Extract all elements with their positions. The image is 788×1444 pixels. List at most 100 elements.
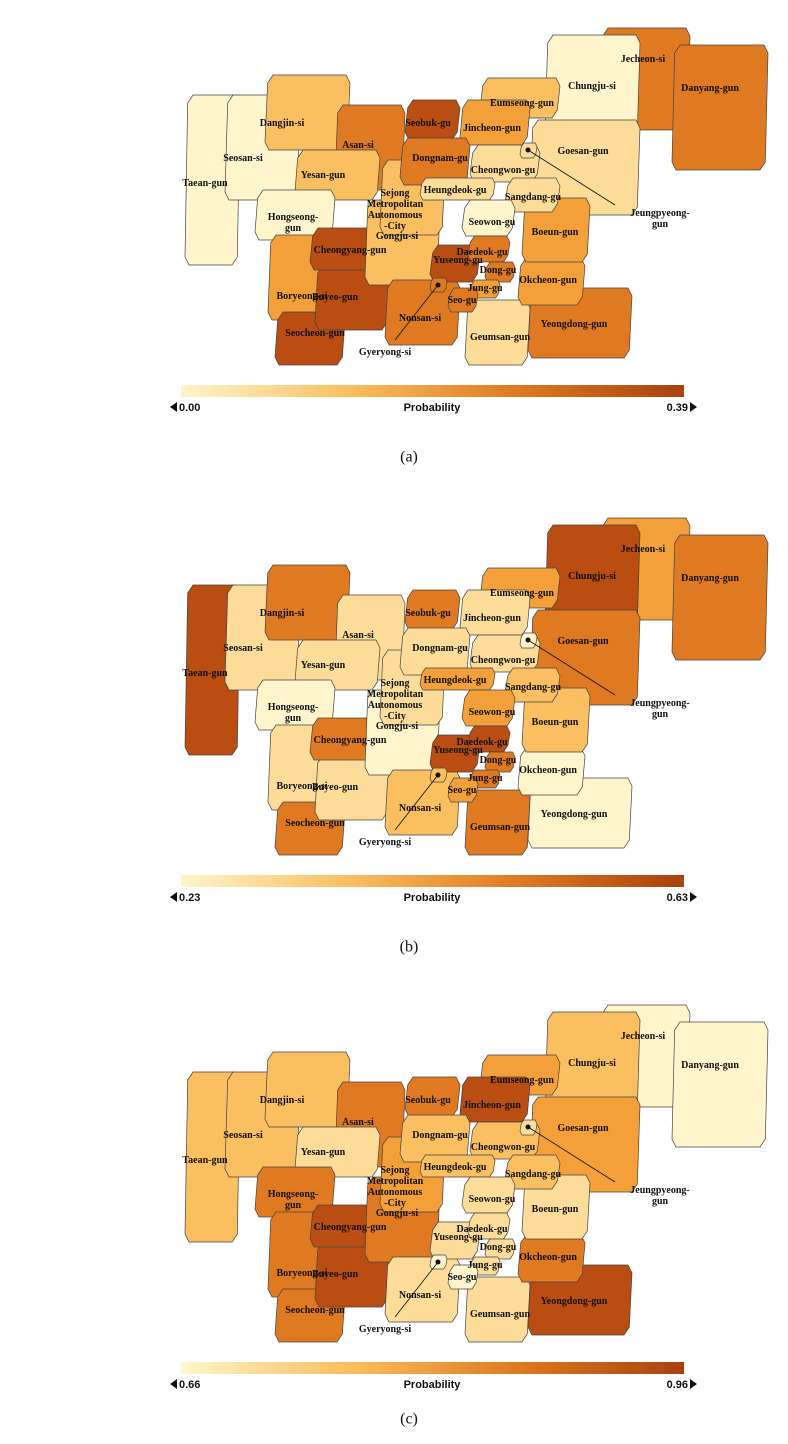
- region-label-line: Geumsan-gun: [470, 332, 530, 343]
- region-label-line: Goesan-gun: [557, 636, 609, 647]
- region-label-line: Eumseong-gun: [490, 588, 554, 599]
- region-label-line: Seosan-si: [223, 153, 263, 164]
- region-label-line: gun: [285, 713, 302, 724]
- region-label-line: Dong-gu: [480, 755, 517, 766]
- caption: (b): [400, 939, 419, 956]
- region-label: Daedeok-gu: [456, 247, 508, 258]
- region-label: Taean-gun: [182, 668, 228, 679]
- region-label-line: Yeongdong-gun: [541, 809, 608, 820]
- region-label-line: Autonomous: [368, 210, 423, 221]
- region-label: Heungdeok-gu: [424, 675, 487, 686]
- region-label-line: gun: [652, 709, 669, 720]
- arrow-right: [690, 1379, 697, 1389]
- region-label: Seowon-gu: [469, 707, 516, 718]
- region: [294, 149, 381, 201]
- region: [671, 1021, 769, 1148]
- region-label: Jeungpyeong-gun: [630, 698, 689, 720]
- leader-dot: [435, 772, 441, 778]
- region-label: Asan-si: [342, 140, 374, 151]
- region-label: Buyeo-gun: [312, 782, 359, 793]
- region-label-line: Seo-gu: [448, 1272, 477, 1283]
- region-label: Seosan-si: [223, 643, 263, 654]
- region-label: Seowon-gu: [469, 217, 516, 228]
- region-label-line: Cheongwon-gu: [471, 655, 536, 666]
- region-label-line: Sangdang-gu: [505, 1169, 562, 1180]
- colorbar-max: 0.63: [667, 892, 688, 904]
- region: [504, 177, 561, 213]
- region-label: Jung-gu: [467, 283, 502, 294]
- region-label-line: Sejong: [381, 1165, 410, 1176]
- region-label: Sangdang-gu: [505, 192, 562, 203]
- region-label-line: Boeun-gun: [532, 227, 579, 238]
- region-label-line: Heungdeok-gu: [424, 185, 487, 196]
- region-label: Daedeok-gu: [456, 737, 508, 748]
- map: [184, 1004, 769, 1343]
- region-label-line: Dangjin-si: [260, 1095, 305, 1106]
- region-label-line: Jincheon-gun: [463, 613, 521, 624]
- region-label: Jeungpyeong-gun: [630, 1185, 689, 1207]
- region: [527, 777, 633, 849]
- colorbar: [181, 385, 684, 397]
- region-label: Jeungpyeong-gun: [630, 208, 689, 230]
- region-label: Yesan-gun: [301, 660, 346, 671]
- region-label: Sangdang-gu: [505, 1169, 562, 1180]
- region-label: Boeun-gun: [532, 1204, 579, 1215]
- region-label: Okcheon-gun: [519, 765, 577, 776]
- region-label: Yuseong-gu: [433, 745, 483, 756]
- leader-line: [527, 149, 616, 206]
- region-label: Cheongyang-gun: [314, 1222, 387, 1233]
- region-label: Seosan-si: [223, 153, 263, 164]
- region-label-line: Gyeryong-si: [359, 347, 411, 358]
- region-label-line: Taean-gun: [182, 178, 228, 189]
- region-label-line: Yuseong-gu: [433, 1232, 483, 1243]
- region-label: Geumsan-gun: [470, 1309, 530, 1320]
- region: [294, 1126, 381, 1178]
- region-label: Seocheon-gun: [285, 1305, 345, 1316]
- panel: Jecheon-si Danyang-gun Chungju-si Eumseong-…: [170, 27, 769, 466]
- region-label-line: Metropolitan: [367, 199, 424, 210]
- region-label: Danyang-gun: [681, 1060, 739, 1071]
- colorbar-max: 0.96: [667, 1379, 688, 1391]
- region-label: Boryeong-si: [276, 781, 327, 792]
- region-label: Jecheon-si: [621, 1031, 666, 1042]
- region-label-line: Dong-gu: [480, 265, 517, 276]
- region-label: Seocheon-gun: [285, 328, 345, 339]
- region-label-line: Seocheon-gun: [285, 328, 345, 339]
- region-label: Dongnam-gu: [412, 153, 468, 164]
- region-label: Sejong Metropolitan Autonomous -City: [367, 188, 424, 232]
- region-label: Sangdang-gu: [505, 682, 562, 693]
- region-label-line: Metropolitan: [367, 1176, 424, 1187]
- region-label-line: Yesan-gun: [301, 170, 346, 181]
- region-label-line: Okcheon-gun: [519, 1252, 577, 1263]
- region-label: Chungju-si: [568, 81, 616, 92]
- caption: (c): [400, 1411, 418, 1428]
- region-label-line: Chungju-si: [568, 571, 616, 582]
- region-label: Nonsan-si: [399, 803, 441, 814]
- region-label: Dongnam-gu: [412, 643, 468, 654]
- region-label: Geumsan-gun: [470, 822, 530, 833]
- leader-line: [394, 1261, 439, 1318]
- region-label: Gyeryong-si: [359, 837, 411, 848]
- region-label-line: gun: [652, 219, 669, 230]
- colorbar-min: 0.23: [179, 892, 200, 904]
- region-label-line: Yeongdong-gun: [541, 1296, 608, 1307]
- arrow-left: [170, 892, 177, 902]
- region-label: Sejong Metropolitan Autonomous -City: [367, 1165, 424, 1209]
- region-label-line: Nonsan-si: [399, 1290, 441, 1301]
- map-labels: Jecheon-si Danyang-gun Chungju-si Eumseong-…: [182, 544, 739, 848]
- region: [484, 261, 516, 283]
- region-label: Yeongdong-gun: [541, 1296, 608, 1307]
- region-label: Nonsan-si: [399, 1290, 441, 1301]
- region: [521, 197, 591, 263]
- leader-dot: [435, 282, 441, 288]
- region-label-line: Boeun-gun: [532, 717, 579, 728]
- region-label-line: Danyang-gun: [681, 573, 739, 584]
- region-label-line: Asan-si: [342, 630, 374, 641]
- region-label: Yeongdong-gun: [541, 809, 608, 820]
- region-label: Nonsan-si: [399, 313, 441, 324]
- region-label: Jecheon-si: [621, 54, 666, 65]
- region-label: Danyang-gun: [681, 573, 739, 584]
- region-label-line: Danyang-gun: [681, 83, 739, 94]
- region: [484, 1238, 516, 1260]
